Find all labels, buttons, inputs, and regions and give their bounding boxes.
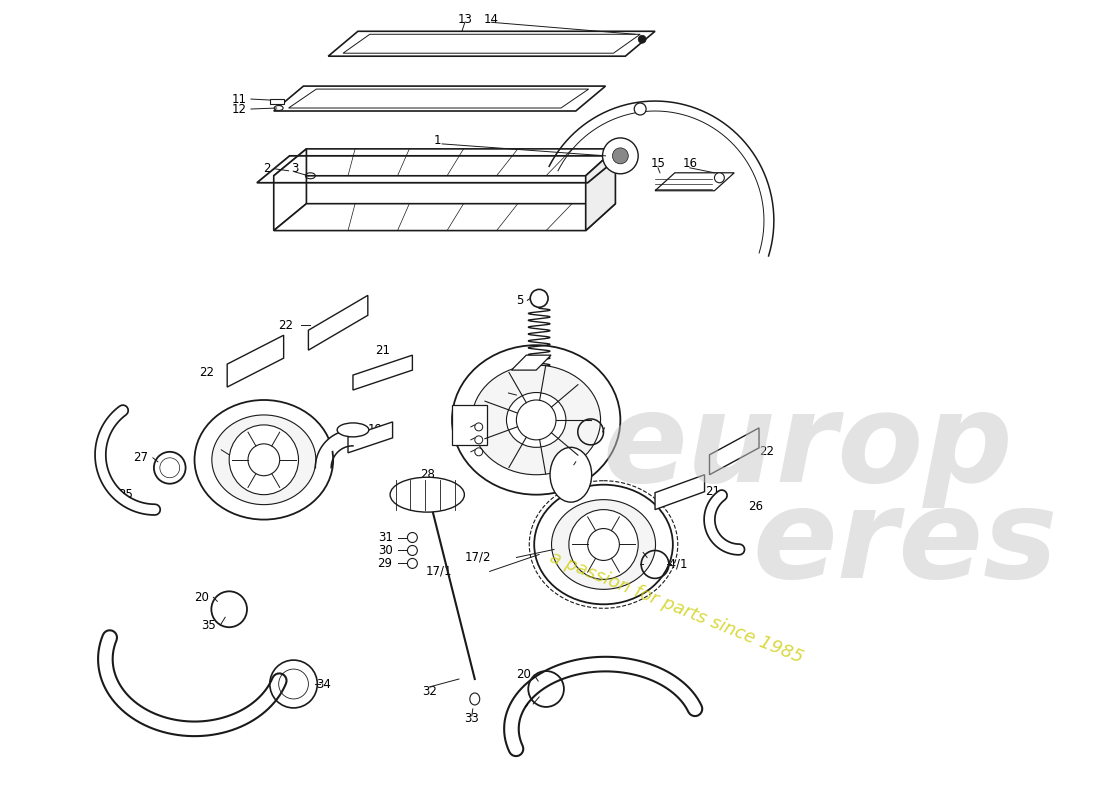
Ellipse shape <box>506 393 565 447</box>
Text: 20: 20 <box>195 591 209 604</box>
Text: 30: 30 <box>377 544 393 557</box>
Ellipse shape <box>390 478 464 512</box>
Circle shape <box>613 148 628 164</box>
Text: 1: 1 <box>433 134 441 147</box>
Text: 16: 16 <box>682 158 697 170</box>
Text: 8: 8 <box>460 434 466 446</box>
Text: 31: 31 <box>377 531 393 544</box>
Polygon shape <box>270 99 284 104</box>
Text: 6: 6 <box>497 386 505 399</box>
Text: 4: 4 <box>516 364 524 377</box>
Text: 25: 25 <box>118 488 133 501</box>
Text: 23: 23 <box>625 546 640 559</box>
Ellipse shape <box>212 415 316 505</box>
Text: 22: 22 <box>278 318 294 332</box>
Text: 9: 9 <box>460 421 466 434</box>
Polygon shape <box>308 295 367 350</box>
Text: 19: 19 <box>367 423 383 436</box>
Text: 29: 29 <box>377 557 393 570</box>
Text: 11: 11 <box>232 93 248 106</box>
Polygon shape <box>585 149 615 230</box>
Ellipse shape <box>550 447 592 502</box>
Text: 33: 33 <box>464 712 480 726</box>
Circle shape <box>638 35 646 43</box>
Polygon shape <box>654 173 735 190</box>
Text: 12: 12 <box>232 102 248 115</box>
Circle shape <box>516 400 556 440</box>
Text: 24: 24 <box>620 558 635 571</box>
Ellipse shape <box>452 345 620 494</box>
Ellipse shape <box>195 400 333 519</box>
Circle shape <box>248 444 279 476</box>
Text: 20: 20 <box>516 667 531 681</box>
Ellipse shape <box>274 106 283 110</box>
Text: a passion for parts since 1985: a passion for parts since 1985 <box>548 548 806 666</box>
Text: 2: 2 <box>263 162 271 175</box>
Polygon shape <box>452 405 486 445</box>
Ellipse shape <box>470 693 480 705</box>
Circle shape <box>714 173 725 182</box>
Text: 22: 22 <box>199 366 214 378</box>
Circle shape <box>603 138 638 174</box>
Polygon shape <box>654 474 704 510</box>
Text: 34: 34 <box>316 678 331 690</box>
Circle shape <box>587 529 619 561</box>
Text: europ: europ <box>602 387 1013 508</box>
Polygon shape <box>274 149 307 230</box>
Text: 35: 35 <box>201 618 217 632</box>
Polygon shape <box>710 428 759 474</box>
Ellipse shape <box>551 500 656 590</box>
Text: 35: 35 <box>515 698 529 710</box>
Circle shape <box>635 103 646 115</box>
Ellipse shape <box>535 485 673 604</box>
Polygon shape <box>228 335 284 387</box>
Circle shape <box>229 425 298 494</box>
Circle shape <box>569 510 638 579</box>
Text: 15: 15 <box>650 158 666 170</box>
Text: 27/1: 27/1 <box>208 438 234 451</box>
Text: 20: 20 <box>604 422 619 434</box>
Text: 7: 7 <box>460 446 466 458</box>
Polygon shape <box>274 86 605 111</box>
Polygon shape <box>328 31 654 56</box>
Text: 18: 18 <box>232 455 248 468</box>
Text: 14: 14 <box>484 13 499 26</box>
Text: 21: 21 <box>705 485 720 498</box>
Ellipse shape <box>472 365 601 474</box>
Polygon shape <box>353 355 412 390</box>
Text: 13: 13 <box>458 13 472 26</box>
Text: 3: 3 <box>290 162 298 175</box>
Text: 5: 5 <box>516 294 524 307</box>
Text: 21: 21 <box>375 344 390 357</box>
Text: 17: 17 <box>608 541 623 554</box>
Polygon shape <box>274 204 615 230</box>
Text: 19/1: 19/1 <box>552 451 579 464</box>
Polygon shape <box>512 355 551 370</box>
Ellipse shape <box>337 423 368 437</box>
Text: 17/1: 17/1 <box>426 565 452 578</box>
Text: 17/2: 17/2 <box>465 551 492 564</box>
Text: 24/1: 24/1 <box>661 558 689 571</box>
Text: 27: 27 <box>133 451 148 464</box>
Text: 28: 28 <box>420 468 434 482</box>
Polygon shape <box>348 422 393 453</box>
Polygon shape <box>274 149 615 176</box>
Text: eres: eres <box>752 483 1058 604</box>
Text: 32: 32 <box>421 686 437 698</box>
Text: 26: 26 <box>748 500 763 513</box>
Text: 22: 22 <box>759 446 774 458</box>
